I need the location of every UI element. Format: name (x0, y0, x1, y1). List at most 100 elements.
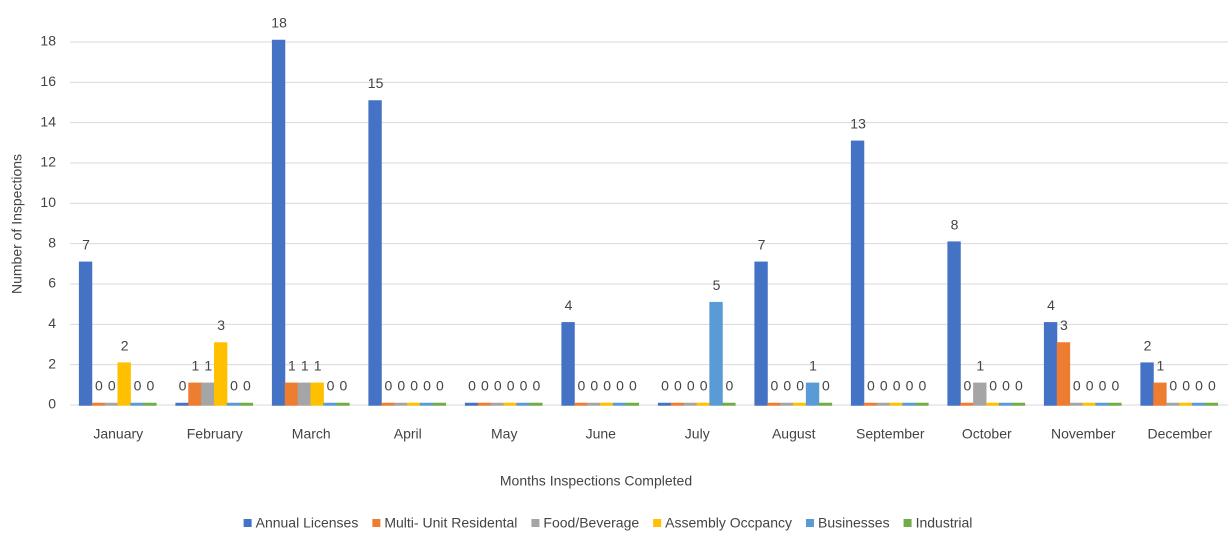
bar (915, 402, 929, 406)
bar (1204, 402, 1219, 406)
x-tick-label: August (772, 426, 816, 442)
data-label: 0 (147, 378, 155, 394)
bar (175, 402, 189, 406)
data-label: 0 (1112, 378, 1120, 394)
bar (516, 402, 530, 406)
bar (850, 140, 865, 406)
data-label: 0 (1086, 378, 1094, 394)
bar (214, 342, 228, 406)
bar (1140, 362, 1154, 406)
bar (863, 402, 878, 406)
bar (239, 402, 254, 406)
legend-label: Assembly Occpancy (665, 515, 792, 531)
data-label: 0 (230, 378, 238, 394)
data-label: 0 (1182, 378, 1190, 394)
data-label: 0 (520, 378, 528, 394)
legend-swatch (531, 519, 540, 527)
bar (876, 402, 891, 406)
x-tick-label: February (187, 426, 243, 442)
data-label: 0 (179, 378, 187, 394)
data-label: 1 (204, 358, 212, 374)
y-axis-title: Number of Inspections (9, 154, 25, 294)
bar (1191, 402, 1206, 406)
bar (947, 241, 961, 406)
bar (503, 402, 517, 406)
data-label: 0 (989, 378, 997, 394)
bar (1108, 402, 1122, 406)
y-tick-label: 0 (48, 396, 56, 412)
bar (587, 402, 601, 406)
x-tick-label: January (93, 426, 143, 442)
x-tick-label: May (491, 426, 517, 442)
data-label: 0 (661, 378, 669, 394)
data-label: 0 (616, 378, 624, 394)
bar (902, 402, 916, 406)
x-tick-label: April (394, 426, 422, 442)
bar (600, 402, 614, 406)
bar (419, 402, 434, 406)
data-label: 0 (1208, 378, 1216, 394)
data-label: 0 (964, 378, 972, 394)
bar (1095, 402, 1109, 406)
data-label: 0 (468, 378, 476, 394)
data-label: 4 (1047, 297, 1055, 313)
x-tick-label: March (292, 426, 331, 442)
bar (188, 382, 202, 406)
bar (529, 402, 543, 406)
data-label: 13 (850, 116, 866, 132)
bar (407, 402, 421, 406)
bar (1011, 402, 1026, 406)
data-label: 0 (327, 378, 335, 394)
y-tick-label: 2 (48, 355, 56, 371)
bar (767, 402, 781, 406)
x-tick-label: December (1147, 426, 1212, 442)
data-label: 0 (1195, 378, 1203, 394)
y-tick-label: 18 (40, 33, 56, 49)
data-label: 0 (134, 378, 142, 394)
bar (960, 402, 974, 406)
legend-label: Businesses (818, 515, 890, 531)
data-label: 0 (867, 378, 875, 394)
bar (381, 402, 395, 406)
data-label: 7 (82, 237, 90, 253)
legend-label: Industrial (916, 515, 973, 531)
bar (130, 402, 144, 406)
bar (201, 382, 215, 406)
y-tick-label: 4 (48, 315, 56, 331)
bar (323, 402, 337, 406)
data-label: 0 (1169, 378, 1177, 394)
bar (271, 39, 286, 406)
bar (780, 402, 794, 406)
bar (793, 402, 807, 406)
data-label: 1 (809, 358, 817, 374)
bar (297, 382, 311, 406)
bar (612, 402, 627, 406)
x-tick-label: June (586, 426, 617, 442)
bar (754, 261, 768, 406)
data-label: 15 (368, 75, 384, 91)
bar (1082, 402, 1096, 406)
x-tick-label: October (962, 426, 1012, 442)
legend-swatch (805, 519, 814, 527)
bar (818, 402, 833, 406)
data-label: 2 (121, 337, 129, 353)
bar (1043, 322, 1058, 406)
data-label: 5 (713, 277, 721, 293)
data-label: 2 (1144, 337, 1152, 353)
data-label: 1 (1157, 358, 1165, 374)
legend-swatch (243, 519, 252, 527)
legend-swatch (903, 519, 912, 527)
bar (104, 402, 118, 406)
legend-swatch (372, 519, 381, 527)
bar (805, 382, 820, 406)
bar (143, 402, 157, 406)
y-tick-label: 8 (48, 234, 56, 250)
bar (226, 402, 241, 406)
data-label: 0 (919, 378, 927, 394)
bar (709, 301, 723, 406)
data-label: 4 (565, 297, 573, 313)
data-label: 0 (340, 378, 348, 394)
data-label: 0 (674, 378, 682, 394)
bar (986, 402, 1000, 406)
bar (998, 402, 1013, 406)
